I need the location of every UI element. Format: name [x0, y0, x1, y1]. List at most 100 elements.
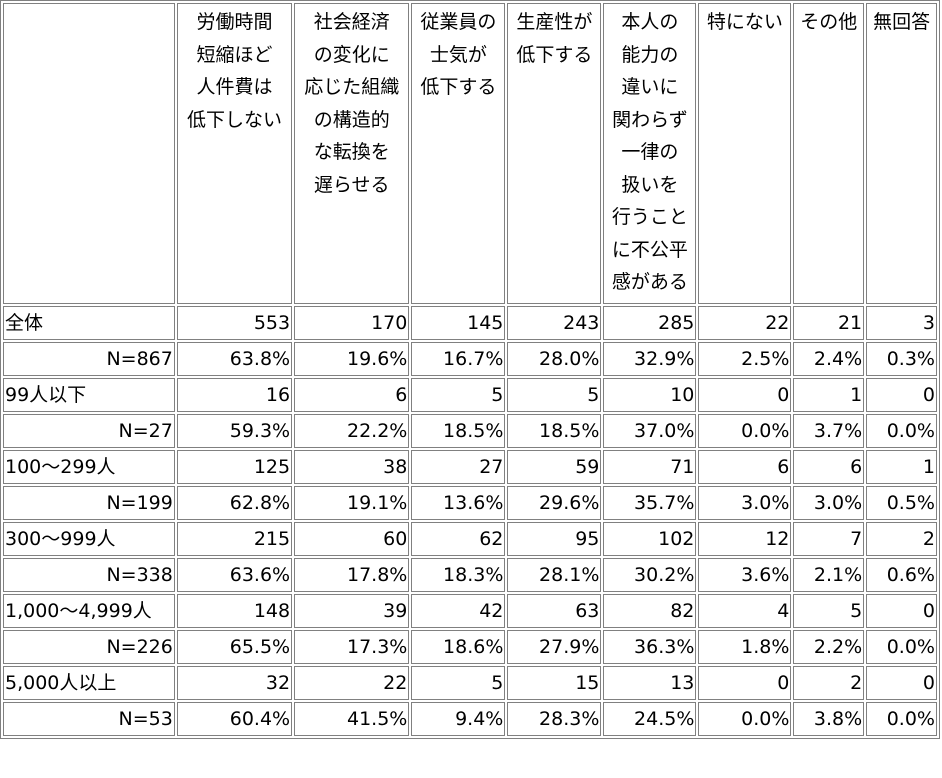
column-header-line: 特にない	[706, 11, 783, 33]
count-cell: 82	[603, 594, 697, 628]
column-header-line: な転換を	[313, 141, 390, 163]
row-group-label: 全体	[3, 306, 175, 340]
percent-cell: 0.3%	[866, 342, 937, 376]
percent-cell: 18.3%	[411, 558, 506, 592]
percent-cell: 19.1%	[294, 486, 410, 520]
count-cell: 148	[176, 594, 293, 628]
percent-cell: 19.6%	[294, 342, 410, 376]
count-cell: 1	[866, 450, 937, 484]
row-group-label: 100～299人	[3, 450, 175, 484]
count-cell: 125	[176, 450, 293, 484]
row-sample-size: N=199	[3, 486, 175, 520]
percent-cell: 0.0%	[866, 414, 937, 448]
percent-cell: 18.5%	[411, 414, 506, 448]
percent-cell: 16.7%	[411, 342, 506, 376]
percent-cell: 28.1%	[507, 558, 602, 592]
column-header-line: 感がある	[611, 271, 688, 293]
column-header-line: 扱いを	[621, 173, 679, 196]
column-header-none: 特にない	[698, 3, 792, 304]
column-header-line: 低下しない	[186, 108, 282, 131]
count-cell: 22	[294, 666, 410, 700]
count-cell: 6	[698, 450, 792, 484]
count-cell: 12	[698, 522, 792, 556]
column-header-other: その他	[793, 3, 865, 304]
percent-cell: 36.3%	[603, 630, 697, 664]
count-cell: 60	[294, 522, 410, 556]
row-group-label: 5,000人以上	[3, 666, 175, 700]
count-cell: 39	[294, 594, 410, 628]
percent-cell: 29.6%	[507, 486, 602, 520]
column-header-line: 士気が	[429, 43, 487, 66]
column-header-line: 本人の	[621, 11, 679, 33]
count-cell: 0	[866, 666, 937, 700]
percent-cell: 0.0%	[698, 702, 792, 736]
count-cell: 5	[411, 378, 506, 412]
table-row-percents: N=199 62.8% 19.1% 13.6% 29.6% 35.7% 3.0% 3.0% 0.…	[3, 486, 937, 520]
percent-cell: 17.3%	[294, 630, 410, 664]
count-cell: 4	[698, 594, 792, 628]
percent-cell: 63.8%	[176, 342, 293, 376]
count-cell: 6	[294, 378, 410, 412]
percent-cell: 3.8%	[793, 702, 865, 736]
percent-cell: 3.7%	[793, 414, 865, 448]
column-header-line: 低下する	[516, 43, 593, 66]
row-group-label: 99人以下	[3, 378, 175, 412]
table-row-counts: 全体 553 170 145 243 285 22 21 3	[3, 306, 937, 340]
count-cell: 10	[603, 378, 697, 412]
column-header-noanswer: 無回答	[866, 3, 937, 304]
count-cell: 0	[866, 378, 937, 412]
row-sample-size: N=338	[3, 558, 175, 592]
count-cell: 32	[176, 666, 293, 700]
column-header-productivity: 生産性が 低下する	[507, 3, 602, 304]
column-header-line: に不公平	[611, 238, 688, 261]
percent-cell: 32.9%	[603, 342, 697, 376]
percent-cell: 63.6%	[176, 558, 293, 592]
table-row-percents: N=53 60.4% 41.5% 9.4% 28.3% 24.5% 0.0% 3.8% 0.0%	[3, 702, 937, 736]
count-cell: 16	[176, 378, 293, 412]
count-cell: 3	[866, 306, 937, 340]
table-row-counts: 100～299人 125 38 27 59 71 6 6 1	[3, 450, 937, 484]
count-cell: 22	[698, 306, 792, 340]
count-cell: 102	[603, 522, 697, 556]
percent-cell: 28.0%	[507, 342, 602, 376]
percent-cell: 2.4%	[793, 342, 865, 376]
count-cell: 13	[603, 666, 697, 700]
percent-cell: 28.3%	[507, 702, 602, 736]
count-cell: 0	[698, 378, 792, 412]
count-cell: 5	[507, 378, 602, 412]
percent-cell: 24.5%	[603, 702, 697, 736]
percent-cell: 0.6%	[866, 558, 937, 592]
survey-table: 労働時間 短縮ほど 人件費は 低下しない 社会経済 の変化に 応じた組織 の構造的 な転換を 遅ら…	[0, 0, 940, 739]
percent-cell: 0.0%	[866, 630, 937, 664]
column-header-line: 社会経済	[313, 11, 390, 33]
percent-cell: 0.0%	[866, 702, 937, 736]
table-row-percents: N=338 63.6% 17.8% 18.3% 28.1% 30.2% 3.6% 2.1% 0.…	[3, 558, 937, 592]
table-row-percents: N=226 65.5% 17.3% 18.6% 27.9% 36.3% 1.8% 2.2% 0.…	[3, 630, 937, 664]
count-cell: 62	[411, 522, 506, 556]
column-header-line: 行うこと	[611, 206, 688, 228]
column-header-line: の変化に	[313, 43, 390, 66]
column-header-line: 一律の	[621, 141, 679, 163]
column-header-line: 違いに	[621, 76, 679, 98]
column-header-line: 短縮ほど	[196, 43, 273, 66]
table-row-counts: 5,000人以上 32 22 5 15 13 0 2 0	[3, 666, 937, 700]
percent-cell: 60.4%	[176, 702, 293, 736]
column-header-line: 生産性が	[516, 11, 593, 33]
table-row-percents: N=27 59.3% 22.2% 18.5% 18.5% 37.0% 0.0% 3.7% 0.0…	[3, 414, 937, 448]
header-corner-cell	[3, 3, 175, 304]
percent-cell: 22.2%	[294, 414, 410, 448]
percent-cell: 0.5%	[866, 486, 937, 520]
percent-cell: 62.8%	[176, 486, 293, 520]
percent-cell: 3.0%	[698, 486, 792, 520]
percent-cell: 0.0%	[698, 414, 792, 448]
count-cell: 95	[507, 522, 602, 556]
count-cell: 215	[176, 522, 293, 556]
percent-cell: 17.8%	[294, 558, 410, 592]
column-header-hours: 労働時間 短縮ほど 人件費は 低下しない	[176, 3, 293, 304]
column-header-line: その他	[800, 11, 858, 33]
count-cell: 63	[507, 594, 602, 628]
count-cell: 243	[507, 306, 602, 340]
table-row-counts: 1,000～4,999人 148 39 42 63 82 4 5 0	[3, 594, 937, 628]
table-row-percents: N=867 63.8% 19.6% 16.7% 28.0% 32.9% 2.5% 2.4% 0.…	[3, 342, 937, 376]
count-cell: 71	[603, 450, 697, 484]
